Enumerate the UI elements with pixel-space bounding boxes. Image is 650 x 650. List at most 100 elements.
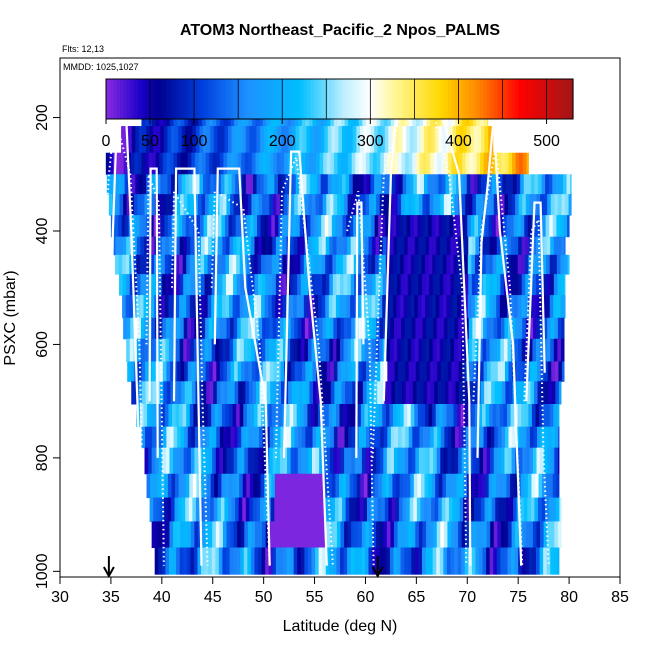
heatmap-cell [295,381,300,405]
heatmap-cell [326,194,331,216]
heatmap-cell [400,274,405,296]
heatmap-cell [260,174,265,195]
heatmap-cell [247,447,252,475]
heatmap-cell [438,497,443,522]
heatmap-cell [265,547,270,575]
heatmap-cell [457,295,462,319]
heatmap-cell [266,361,271,382]
colorbar-swatch [384,79,389,119]
heatmap-cell [341,361,346,382]
heatmap-cell [385,215,390,238]
heatmap-cell [496,295,501,319]
heatmap-cell [419,152,424,175]
heatmap-cell [332,254,337,275]
heatmap-cell [265,338,270,362]
heatmap-cell [374,215,379,238]
heatmap-cell [271,215,276,238]
heatmap-cell [532,521,538,549]
heatmap-cell [329,194,334,216]
heatmap-cell [202,152,207,175]
heatmap-cell [485,404,490,428]
heatmap-cell [190,447,195,475]
heatmap-cell [389,547,394,575]
heatmap-cell [475,521,480,549]
colorbar-swatch [370,79,375,119]
heatmap-cell [454,338,459,362]
heatmap-cell [385,404,390,428]
heatmap-cell [491,381,496,405]
heatmap-cell [139,254,144,275]
heatmap-cell [367,473,372,499]
heatmap-cell [365,447,370,475]
heatmap-cell [493,447,498,475]
y-axis-label: PSXC (mbar) [2,270,19,365]
heatmap-cell [432,404,437,428]
heatmap-cell [492,254,497,275]
colorbar-swatch [437,79,442,119]
heatmap-cell [170,381,175,405]
heatmap-cell [429,521,434,549]
heatmap-cell [382,236,387,256]
heatmap-cell [531,295,536,319]
heatmap-cell [323,152,328,175]
heatmap-cell [139,215,144,238]
colorbar-swatch [208,79,213,119]
heatmap-cell [415,426,420,449]
heatmap-cell [168,236,174,256]
heatmap-cell [494,381,499,405]
heatmap-cell [557,194,562,216]
colorbar-swatch [144,79,149,119]
heatmap-cell [347,521,352,549]
heatmap-cell [303,404,308,428]
heatmap-cell [226,426,232,449]
heatmap-cell [471,254,476,275]
heatmap-cell [336,521,342,549]
heatmap-cell [382,274,387,296]
heatmap-cell [183,274,188,296]
heatmap-cell [342,126,347,154]
heatmap-cell [293,295,298,319]
heatmap-cell [215,317,220,340]
heatmap-cell [126,236,131,256]
heatmap-cell [346,254,351,275]
heatmap-cell [289,404,294,428]
colorbar-swatch [162,79,167,119]
heatmap-cell [458,426,463,449]
heatmap-cell [301,361,306,382]
heatmap-cell [327,174,332,195]
heatmap-cell [354,547,359,575]
heatmap-cell [245,174,250,195]
heatmap-cell [212,426,217,449]
heatmap-cell [205,426,210,449]
heatmap-cell [155,521,160,549]
heatmap-cell [498,381,503,405]
heatmap-cell [393,194,399,216]
heatmap-cell [210,215,215,238]
heatmap-cell [554,361,559,382]
heatmap-cell [443,338,448,362]
heatmap-cell [161,254,166,275]
heatmap-cell [257,215,262,238]
heatmap-cell [167,473,172,499]
heatmap-cell [242,473,247,499]
heatmap-cell [525,274,530,296]
heatmap-cell [320,174,325,195]
heatmap-cell [299,215,304,238]
heatmap-cell [408,152,413,175]
heatmap-cell [424,497,429,522]
heatmap-cell [250,404,255,428]
heatmap-cell [445,473,450,499]
heatmap-cell [406,174,411,195]
heatmap-cell [401,521,406,549]
heatmap-cell [287,521,292,549]
heatmap-cell [167,215,172,238]
heatmap-cell [559,497,562,522]
heatmap-cell [186,254,191,275]
colorbar-swatch [349,79,354,119]
heatmap-cell [521,547,526,575]
heatmap-cell [559,174,564,195]
heatmap-cell [281,473,287,499]
heatmap-cell [381,497,386,522]
heatmap-cell [225,338,231,362]
heatmap-cell [503,338,508,362]
